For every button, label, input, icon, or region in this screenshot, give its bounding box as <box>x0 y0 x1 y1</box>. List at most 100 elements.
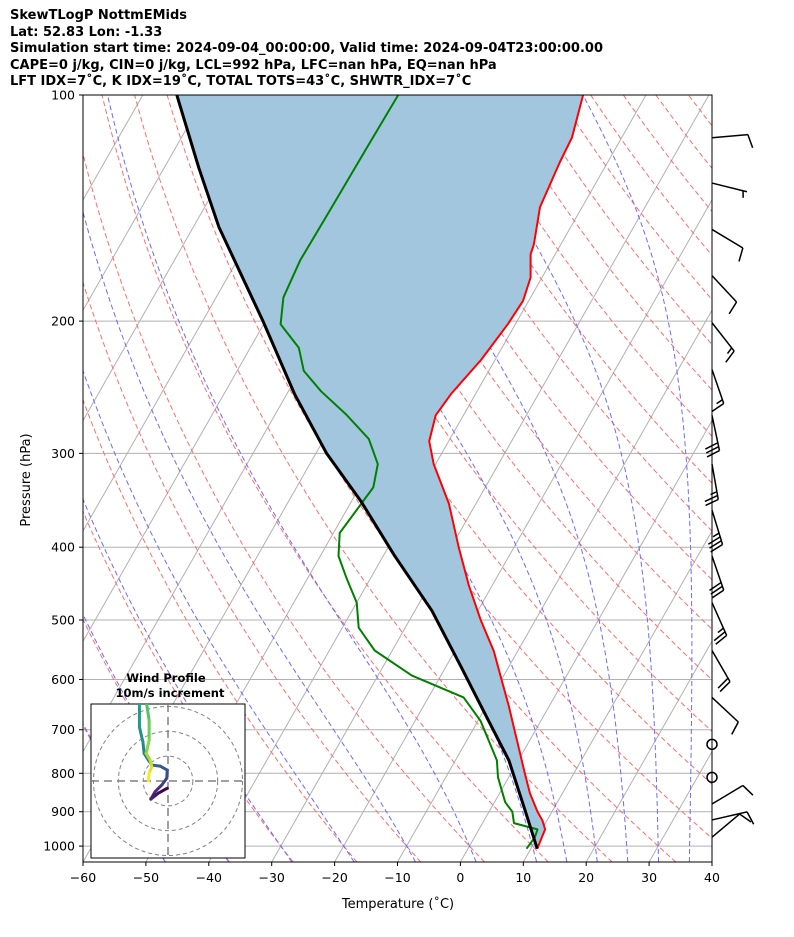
barb-full-feather <box>709 540 722 549</box>
dry-adiabat-line <box>297 95 712 681</box>
hodograph-segment <box>153 783 164 794</box>
wind-barb <box>711 182 748 198</box>
axis-ticks: −60 −50 −40 −30 −20 −10 0 10 20 30 40 100 200 300 400 5… <box>43 88 720 886</box>
wind-barb <box>711 650 731 693</box>
barb-staff <box>711 369 725 404</box>
barb-staff <box>711 322 735 352</box>
barb-full-feather <box>746 811 755 825</box>
dry-adiabat-line <box>329 95 712 630</box>
moist-adiabat-line <box>83 210 416 862</box>
isotherm-line <box>711 860 712 862</box>
barb-half-feather <box>726 347 733 354</box>
barb-full-feather <box>738 247 744 262</box>
barb-full-feather <box>710 543 723 553</box>
wind-barb <box>711 784 754 805</box>
title-indices: LFT IDX=7˚C, K IDX=19˚C, TOTAL TOTS=43˚C… <box>10 74 472 90</box>
hodograph-frame <box>90 703 246 859</box>
barb-full-feather <box>719 681 731 693</box>
barb-half-feather <box>716 399 723 405</box>
wind-barb <box>711 602 728 645</box>
barb-full-feather <box>728 301 738 315</box>
barb-full-feather <box>705 442 719 450</box>
barb-full-feather <box>704 494 718 503</box>
calm-wind-circle <box>706 771 718 784</box>
x-tick-label: 40 <box>704 870 720 885</box>
wind-barb <box>706 738 718 751</box>
hodograph-segment <box>146 771 151 783</box>
y-tick-label: 700 <box>51 722 75 737</box>
hodograph-segment <box>137 725 145 744</box>
wind-barb <box>711 133 754 149</box>
isotherm-line <box>83 95 270 422</box>
x-tick-label: 20 <box>578 870 594 885</box>
barb-half-feather <box>712 532 720 538</box>
dry-adiabat-line <box>362 95 712 581</box>
barb-staff <box>711 555 725 591</box>
barb-staff <box>711 182 748 193</box>
hodograph-plot <box>91 704 245 858</box>
dry-adiabat-line <box>231 95 712 785</box>
barb-full-feather <box>707 536 721 545</box>
barb-full-feather <box>747 134 754 149</box>
x-tick-label: −60 <box>70 870 96 885</box>
barb-staff <box>711 696 739 723</box>
y-tick-label: 800 <box>51 766 75 781</box>
y-tick-label: 100 <box>51 88 75 103</box>
dry-adiabat-line <box>83 151 485 862</box>
x-tick-label: −30 <box>259 870 285 885</box>
wind-barb <box>711 369 725 413</box>
title-times: Simulation start time: 2024-09-04_00:00:… <box>10 41 603 57</box>
y-tick-label: 900 <box>51 804 75 819</box>
barb-full-feather <box>717 677 729 689</box>
dewpoint-line <box>279 95 539 850</box>
wind-barbs <box>704 133 755 838</box>
moist-adiabat-line <box>452 95 659 862</box>
x-tick-label: 10 <box>515 870 531 885</box>
barb-full-feather <box>731 721 739 735</box>
isotherm-line <box>0 95 17 862</box>
title-location: Lat: 52.83 Lon: -1.33 <box>10 24 163 40</box>
barb-staff <box>711 602 728 636</box>
wind-barb <box>711 811 755 825</box>
barb-staff <box>711 275 738 303</box>
wind-barb <box>706 771 718 784</box>
dry-adiabat-line <box>655 95 712 170</box>
barb-full-feather <box>739 813 752 823</box>
cin-shading <box>176 95 584 849</box>
barb-full-feather <box>725 350 735 363</box>
dry-adiabat-line <box>459 95 712 437</box>
y-tick-label: 500 <box>51 612 75 627</box>
hodograph-segment <box>141 740 146 755</box>
barb-full-feather <box>706 449 720 458</box>
dry-adiabat-line <box>83 510 294 862</box>
x-tick-label: 30 <box>641 870 657 885</box>
moist-adiabat-line <box>719 95 742 862</box>
barb-full-feather <box>705 498 719 507</box>
y-tick-label: 600 <box>51 672 75 687</box>
barb-full-feather <box>711 589 725 599</box>
barb-staff <box>711 463 719 500</box>
wind-barb <box>711 696 739 735</box>
barb-full-feather <box>742 784 754 796</box>
x-tick-label: −50 <box>133 870 159 885</box>
barb-full-feather <box>711 402 725 413</box>
hodograph-segment <box>156 786 169 795</box>
isotherm-line <box>522 529 712 862</box>
wind-barb <box>704 463 719 507</box>
barb-staff <box>711 133 748 139</box>
hodograph: Wind Profile 10m/s increment <box>90 671 246 859</box>
barb-full-feather <box>709 581 722 591</box>
dry-adiabat-line <box>688 95 712 127</box>
y-tick-label: 300 <box>51 446 75 461</box>
dry-adiabat-line <box>394 95 712 532</box>
barb-full-feather <box>715 634 728 645</box>
barb-staff <box>711 509 724 545</box>
barb-staff <box>711 228 744 249</box>
dry-adiabat-line <box>590 95 712 256</box>
isotherm-line <box>0 95 80 862</box>
parcel-line <box>175 95 539 850</box>
temperature-line <box>428 95 585 850</box>
dry-adiabat-line <box>525 95 712 346</box>
wind-barb <box>711 275 738 315</box>
